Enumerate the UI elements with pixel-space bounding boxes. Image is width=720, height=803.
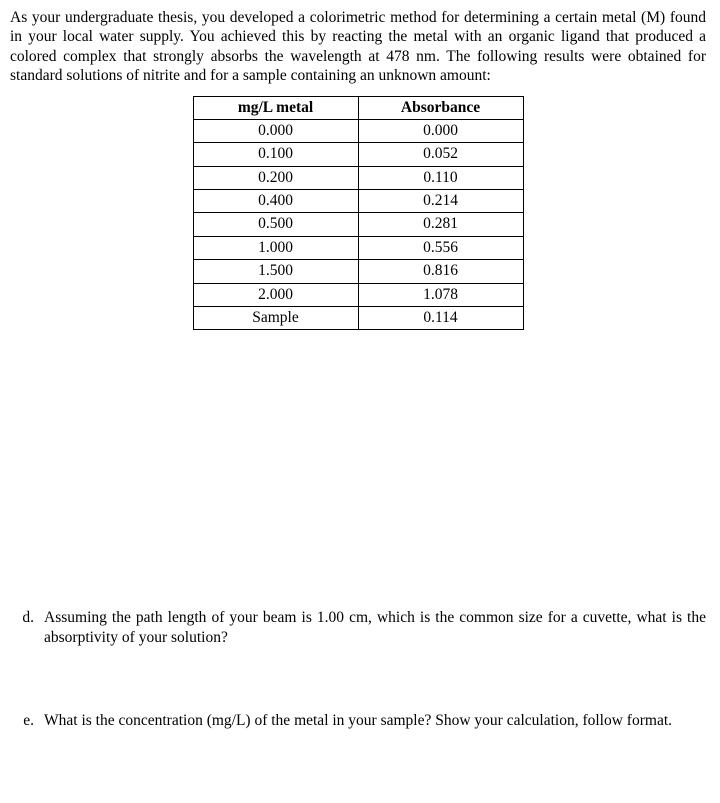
question-e: e. What is the concentration (mg/L) of t… — [10, 711, 706, 730]
table-row: 1.5000.816 — [193, 260, 523, 283]
cell: 0.281 — [358, 213, 523, 236]
cell: 2.000 — [193, 283, 358, 306]
table-row: 0.4000.214 — [193, 190, 523, 213]
cell: 0.214 — [358, 190, 523, 213]
col-header-concentration: mg/L metal — [193, 96, 358, 119]
question-e-letter: e. — [10, 711, 44, 730]
col-header-absorbance: Absorbance — [358, 96, 523, 119]
table-header-row: mg/L metal Absorbance — [193, 96, 523, 119]
cell: 0.110 — [358, 166, 523, 189]
cell: 0.052 — [358, 143, 523, 166]
cell: 0.000 — [193, 119, 358, 142]
question-d-letter: d. — [10, 608, 44, 647]
question-e-text: What is the concentration (mg/L) of the … — [44, 711, 706, 730]
table-row: 0.0000.000 — [193, 119, 523, 142]
cell: 0.400 — [193, 190, 358, 213]
cell: 0.556 — [358, 236, 523, 259]
cell: 0.100 — [193, 143, 358, 166]
cell: 0.114 — [358, 306, 523, 329]
question-d: d. Assuming the path length of your beam… — [10, 608, 706, 647]
question-d-text: Assuming the path length of your beam is… — [44, 608, 706, 647]
cell: Sample — [193, 306, 358, 329]
table-row: 0.2000.110 — [193, 166, 523, 189]
cell: 1.078 — [358, 283, 523, 306]
table-row: Sample0.114 — [193, 306, 523, 329]
cell: 0.816 — [358, 260, 523, 283]
cell: 0.200 — [193, 166, 358, 189]
data-table: mg/L metal Absorbance 0.0000.000 0.1000.… — [193, 96, 524, 331]
table-row: 0.5000.281 — [193, 213, 523, 236]
table-row: 1.0000.556 — [193, 236, 523, 259]
cell: 1.000 — [193, 236, 358, 259]
cell: 0.000 — [358, 119, 523, 142]
cell: 1.500 — [193, 260, 358, 283]
intro-paragraph: As your undergraduate thesis, you develo… — [10, 8, 706, 86]
table-row: 0.1000.052 — [193, 143, 523, 166]
cell: 0.500 — [193, 213, 358, 236]
table-row: 2.0001.078 — [193, 283, 523, 306]
